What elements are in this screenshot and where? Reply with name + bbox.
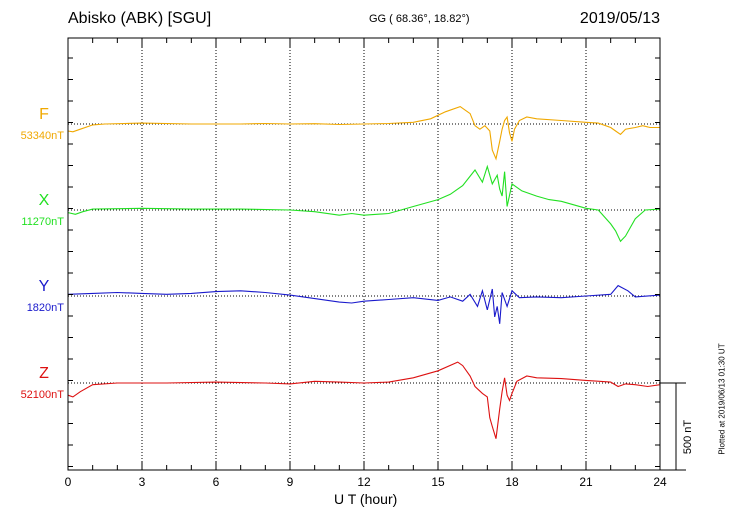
scale-bar-label: 500 nT [682,419,694,455]
component-baseline-f: 53340nT [20,130,64,142]
x-tick-label: 24 [653,475,667,489]
component-letter-x: X [38,192,50,209]
trace-z [67,361,661,439]
plot-date: 2019/05/13 [579,10,660,27]
x-tick-label: 21 [579,475,593,489]
x-axis-label: U T (hour) [334,491,398,507]
grid-lines [68,38,660,470]
trace-f [67,105,660,161]
plotted-timestamp: Plotted at 2019/06/13 01:30 UT [717,343,727,455]
scale-bar [660,382,686,471]
x-tick-label: 6 [212,475,220,489]
trace-x [67,164,661,243]
x-tick-label: 3 [138,475,146,489]
trace-y [67,284,661,324]
component-letter-y: Y [38,278,50,295]
axis-ticks [67,38,661,470]
component-baseline-z: 52100nT [20,389,64,401]
component-letter-f: F [39,106,49,123]
x-tick-label: 12 [357,475,371,489]
station-title: Abisko (ABK) [SGU] [68,10,212,27]
component-baseline-x: 11270nT [21,216,64,228]
x-tick-label: 0 [64,475,72,489]
geographic-coordinates: GG ( 68.36°, 18.82°) [369,13,470,25]
x-tick-label: 18 [505,475,519,489]
x-tick-label: 9 [286,475,294,489]
component-baseline-y: 1820nT [26,302,64,314]
component-letter-z: Z [39,365,49,382]
component-traces [67,105,661,439]
x-tick-label: 15 [431,475,445,489]
